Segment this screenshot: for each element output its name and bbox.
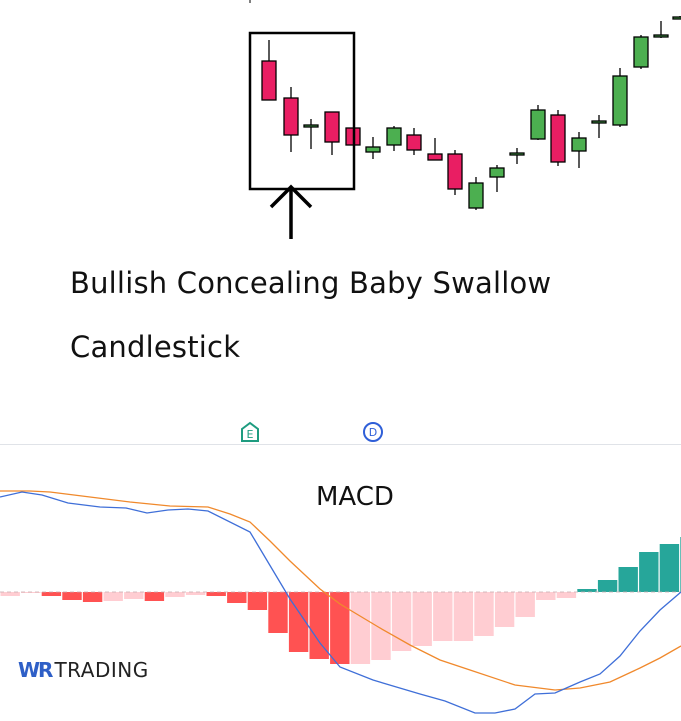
candle: [468, 177, 484, 210]
candle: [324, 111, 340, 155]
histogram-bar: [597, 580, 618, 592]
histogram-bar: [0, 592, 20, 596]
candle: [571, 132, 587, 168]
histogram-bar: [391, 592, 412, 651]
candle: [406, 128, 422, 155]
histogram-bar: [474, 592, 494, 636]
earnings-marker-icon[interactable]: E: [239, 421, 261, 443]
histogram-bar: [309, 592, 329, 659]
dividend-marker-label: D: [369, 426, 377, 439]
histogram-bar: [618, 567, 638, 592]
candle: [591, 115, 607, 138]
macd-chart: [0, 490, 681, 714]
candle: [447, 150, 463, 195]
histogram-bar: [41, 592, 62, 596]
histogram-bar: [577, 589, 597, 592]
candle: [303, 119, 319, 149]
candle: [633, 35, 649, 69]
highlight-box: [248, 31, 356, 191]
histogram-bar: [124, 592, 144, 599]
arrow-up-icon: [269, 184, 313, 239]
histogram-bar: [330, 592, 350, 664]
histogram-bar: [371, 592, 391, 660]
candlestick-chart: [248, 0, 681, 239]
candle: [283, 87, 299, 152]
logo-trading: TRADING: [54, 658, 149, 682]
candle: [365, 137, 381, 159]
wr-trading-logo: WR TRADING: [18, 658, 149, 682]
histogram-bar: [185, 592, 206, 595]
histogram-bar: [247, 592, 268, 610]
histogram-bar: [494, 592, 515, 627]
histogram-bar: [412, 592, 432, 646]
histogram-bar: [453, 592, 474, 641]
histogram-bar: [103, 592, 123, 601]
histogram-bar: [433, 592, 453, 641]
candle: [653, 21, 669, 38]
candle: [509, 148, 525, 164]
histogram-bar: [62, 592, 82, 600]
earnings-marker-label: E: [247, 428, 254, 441]
histogram-bar: [165, 592, 185, 597]
histogram-bar: [268, 592, 288, 633]
histogram-bar: [82, 592, 103, 602]
candle: [530, 105, 546, 140]
candle: [672, 16, 681, 20]
candle: [550, 110, 566, 166]
macd-title: MACD: [316, 482, 394, 512]
logo-wr: WR: [18, 658, 53, 682]
pane-divider[interactable]: [0, 444, 681, 445]
candle: [386, 126, 402, 151]
candle: [261, 40, 277, 101]
histogram-bar: [536, 592, 556, 600]
candle: [427, 138, 443, 161]
dividend-marker-icon[interactable]: D: [362, 421, 384, 443]
histogram-bar: [350, 592, 371, 664]
histogram-bar: [659, 544, 680, 592]
pattern-title-line2: Candlestick: [70, 330, 241, 364]
histogram-bar: [144, 592, 165, 601]
histogram-bar: [639, 552, 659, 592]
pattern-title-line1: Bullish Concealing Baby Swallow: [70, 266, 552, 300]
histogram-bar: [21, 592, 41, 593]
histogram-bar: [288, 592, 309, 652]
candle: [489, 165, 505, 192]
histogram-bar: [206, 592, 226, 596]
macd-line: [0, 491, 681, 714]
signal-line: [0, 490, 681, 691]
histogram-bar: [556, 592, 577, 598]
candle: [612, 68, 628, 127]
histogram-bar: [227, 592, 247, 603]
histogram-bar: [515, 592, 535, 617]
